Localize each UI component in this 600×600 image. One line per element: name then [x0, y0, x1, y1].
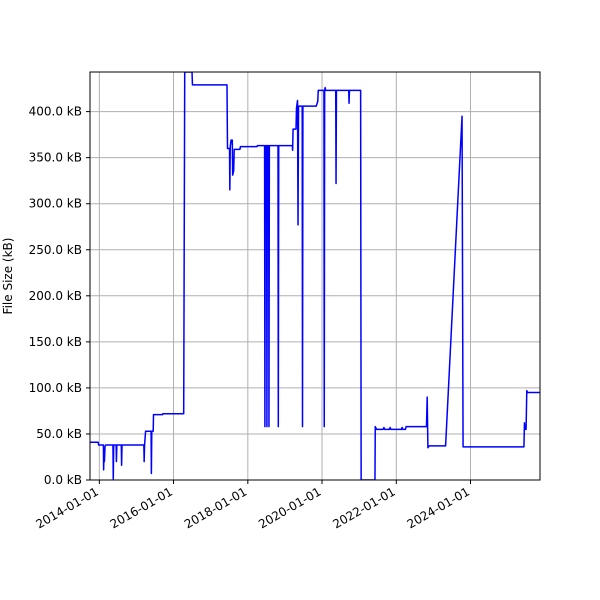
y-tick-label: 300.0 kB: [29, 197, 82, 211]
y-tick-label: 100.0 kB: [29, 381, 82, 395]
y-tick-label: 50.0 kB: [36, 427, 82, 441]
x-tick-label: 2016-01-01: [108, 484, 175, 531]
y-tick-label: 200.0 kB: [29, 289, 82, 303]
x-tick-label: 2020-01-01: [256, 484, 323, 531]
x-tick-label: 2018-01-01: [182, 484, 249, 531]
plot-frame: [89, 71, 541, 481]
y-axis: 0.0 kB 50.0 kB 100.0 kB 150.0 kB 200.0 kB 250…: [29, 105, 90, 487]
y-tick-label: 150.0 kB: [29, 335, 82, 349]
grid: [90, 72, 540, 481]
y-axis-title: File Size (kB): [1, 238, 15, 315]
y-tick-label: 350.0 kB: [29, 151, 82, 165]
y-tick-label: 250.0 kB: [29, 243, 82, 257]
x-tick-label: 2024-01-01: [405, 484, 472, 531]
y-tick-label: 400.0 kB: [29, 105, 82, 119]
x-axis: 2014-01-01 2016-01-01 2018-01-01 2020-01-01…: [33, 480, 472, 531]
y-tick-label: 0.0 kB: [44, 473, 82, 487]
x-tick-label: 2014-01-01: [33, 484, 100, 531]
x-tick-label: 2022-01-01: [330, 484, 397, 531]
series-layer: [90, 72, 540, 480]
series-line-0: [90, 72, 540, 480]
